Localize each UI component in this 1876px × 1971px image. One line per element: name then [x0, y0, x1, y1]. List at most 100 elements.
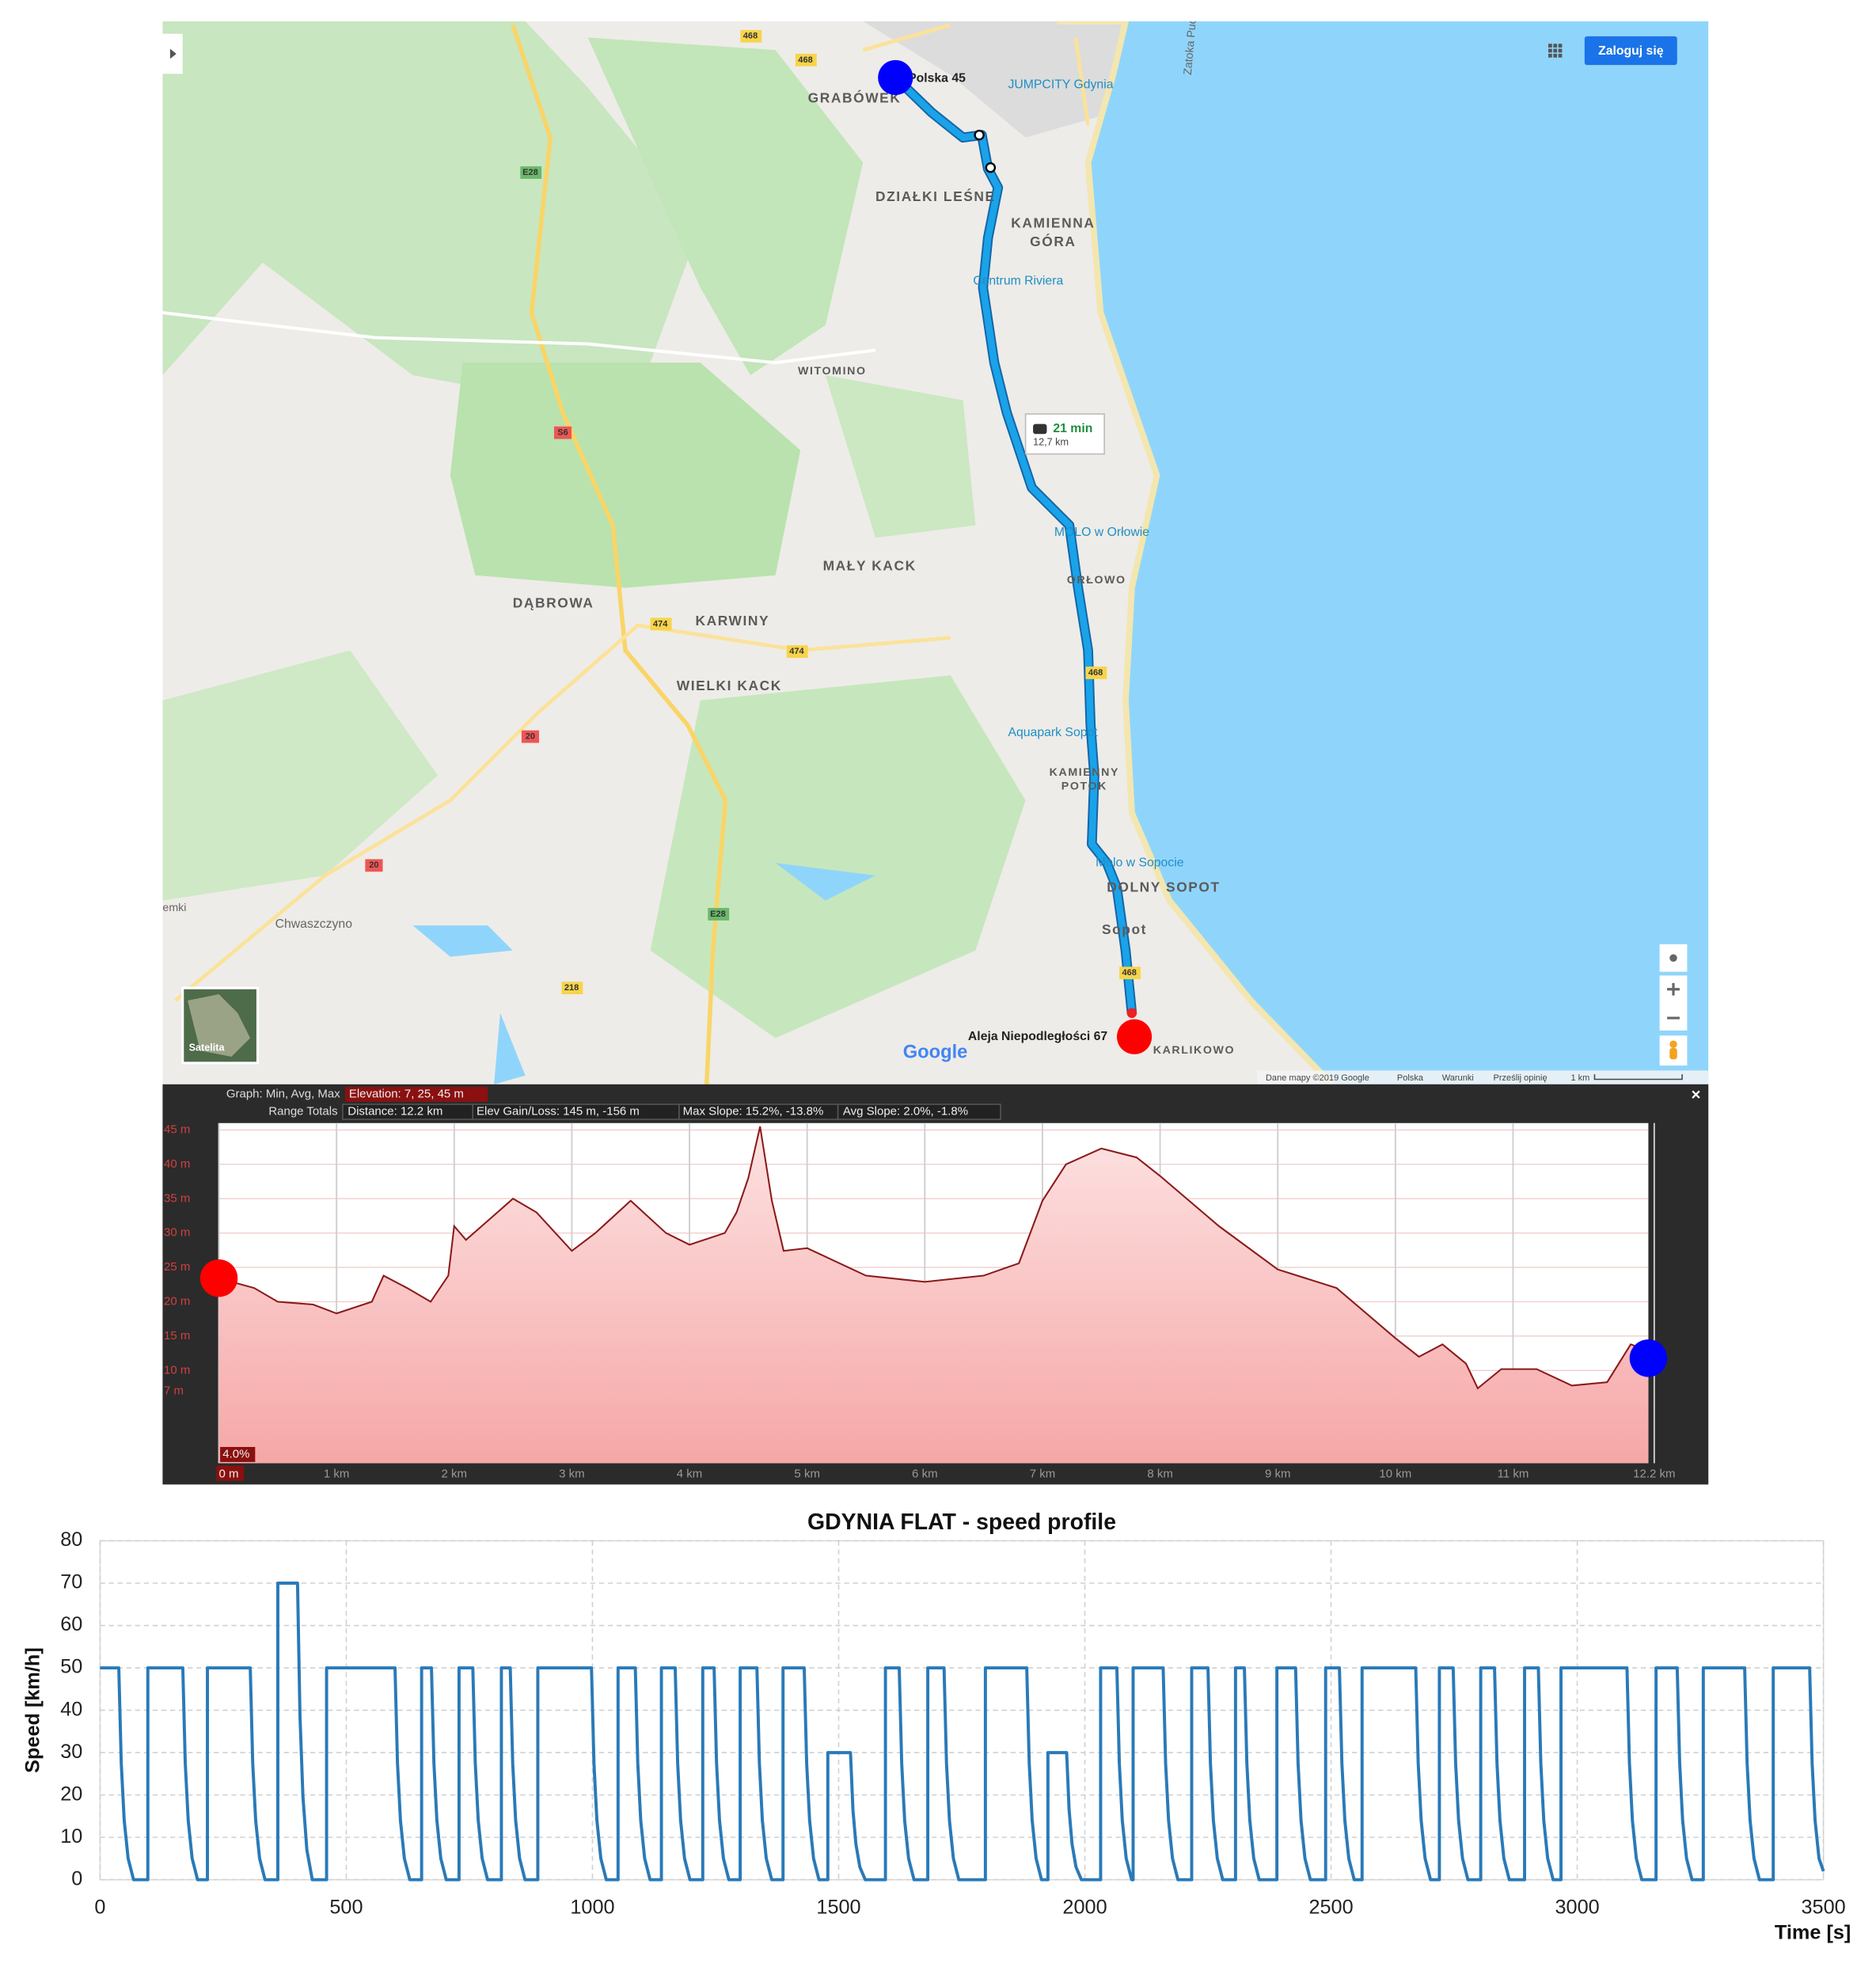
road-number: 474 [789, 647, 804, 656]
road-number: E28 [710, 910, 726, 919]
apps-icon[interactable] [1548, 44, 1563, 58]
footer-text[interactable]: Polska [1397, 1073, 1424, 1083]
scale-bar [1593, 1074, 1683, 1080]
start-marker [199, 1259, 238, 1297]
x-tick-label: 12.2 km [1633, 1468, 1675, 1481]
road-shield [786, 645, 808, 659]
end-marker[interactable] [1116, 1019, 1153, 1054]
close-button[interactable]: × [1691, 1085, 1700, 1103]
y-tick-label: 0 [71, 1867, 82, 1889]
place-label: DOLNY SOPOT [1107, 879, 1220, 894]
area-line [218, 1126, 1650, 1390]
place-label: MAŁY KACK [823, 557, 917, 573]
x-tick-label: 3500 [1801, 1897, 1845, 1919]
x-tick-label: 0 m [219, 1468, 239, 1481]
y-tick-label: 10 m [164, 1363, 190, 1377]
poi-label: Centrum Riviera [973, 275, 1063, 288]
start-marker[interactable] [878, 59, 913, 96]
road-number: 218 [564, 983, 579, 993]
overlay [199, 1259, 1668, 1377]
footer-text[interactable]: Prześlij opinię [1493, 1073, 1547, 1083]
road-number: 468 [1122, 968, 1137, 978]
annotation-bg [220, 1447, 256, 1462]
x-tick-label: 1500 [816, 1897, 860, 1919]
road [862, 23, 1090, 126]
end-marker [1629, 1339, 1668, 1377]
area-fill [218, 1126, 1649, 1464]
end-label: Aleja Niepodległości 67 [968, 1030, 1108, 1043]
x-tick-label: 7 km [1030, 1468, 1056, 1481]
y-tick-label: 15 m [164, 1329, 190, 1342]
header-value: Elevation: 7, 25, 45 m [349, 1087, 464, 1100]
route[interactable] [893, 74, 1136, 1014]
road-shield [740, 29, 762, 43]
pegman [1669, 1040, 1677, 1048]
apps-dot [1553, 44, 1558, 48]
place-label: DĄBROWA [513, 595, 594, 611]
x-tick-highlight [216, 1465, 245, 1481]
header-value: Max Slope: 15.2%, -13.8% [683, 1105, 824, 1118]
x-tick-label: 11 km [1498, 1468, 1529, 1481]
forest [450, 363, 801, 588]
x-tick-label: 500 [329, 1897, 363, 1919]
end-pin [1126, 1008, 1137, 1019]
forest [162, 21, 701, 401]
waypoint[interactable] [974, 129, 985, 141]
place-label: KAMIENNA [1011, 215, 1095, 230]
map[interactable]: 468 468 E28 S6 474 474 20 20 218 E28 468… [162, 6, 1709, 1084]
footer-text: Dane mapy ©2019 Google [1266, 1073, 1369, 1083]
x-axis-label: Time [s] [1775, 1921, 1851, 1943]
poi-label: JUMPCITY Gdynia [1008, 78, 1113, 92]
road-number: S6 [557, 428, 568, 438]
road [511, 24, 728, 1084]
y-tick-label: 80 [60, 1529, 82, 1551]
x-tick-label: 3 km [559, 1468, 585, 1481]
x-tick-label: 4 km [677, 1468, 703, 1481]
apps-dot [1548, 53, 1552, 58]
place-label: ORŁOWO [1067, 574, 1126, 587]
poi-label: Molo w Sopocie [1096, 856, 1184, 869]
sea [1057, 21, 1709, 1084]
chart-title: GDYNIA FLAT - speed profile [807, 1510, 1116, 1535]
road-number: E28 [522, 168, 538, 177]
apps-dot [1548, 48, 1552, 53]
login-button[interactable] [1584, 36, 1677, 66]
footer-text[interactable]: Warunki [1442, 1073, 1474, 1083]
place-label: Sopot [1102, 921, 1147, 937]
waypoint[interactable] [985, 161, 997, 173]
road-shield [1085, 666, 1107, 679]
road-shield [708, 908, 730, 921]
locate-icon [1669, 954, 1677, 962]
beach [1057, 21, 1335, 1084]
x-tick-label: 2 km [442, 1468, 468, 1481]
header-box [837, 1103, 1001, 1120]
place-label: KAMIENNY [1050, 766, 1119, 779]
y-tick-label: 30 m [164, 1226, 190, 1240]
satellite-label: Satelita [189, 1042, 226, 1053]
header-label: Range Totals [268, 1105, 337, 1118]
toggle-arrow [169, 48, 177, 59]
y-tick-label: 60 [60, 1613, 82, 1635]
start-label: Polska 45 [908, 72, 966, 85]
trip-box[interactable]: 21 min 12,7 km [1024, 413, 1105, 455]
y-tick-label: 50 [60, 1656, 82, 1678]
road-number: 474 [653, 619, 668, 629]
y-tick-label: 40 [60, 1698, 82, 1720]
x-tick-label: 2500 [1308, 1897, 1353, 1919]
y-tick-label: 45 m [164, 1122, 190, 1136]
y-tick-label: 30 [60, 1741, 82, 1763]
place-label: KARWINY [695, 613, 769, 629]
trip-distance: 12,7 km [1033, 437, 1069, 448]
place-label: GÓRA [1030, 234, 1076, 249]
y-tick-label: 10 [60, 1825, 82, 1848]
annotation: 4.0% [222, 1447, 249, 1460]
header-box [345, 1086, 488, 1102]
road-number: 468 [1088, 668, 1103, 678]
header-label: Graph: Min, Avg, Max [226, 1087, 340, 1100]
y-axis-label: Speed [km/h] [21, 1647, 44, 1773]
login-text: Zaloguj się [1598, 44, 1664, 58]
road-number: 468 [798, 55, 812, 65]
apps-dot [1548, 44, 1552, 48]
place-label: WITOMINO [798, 365, 867, 378]
line [100, 1582, 1825, 1882]
